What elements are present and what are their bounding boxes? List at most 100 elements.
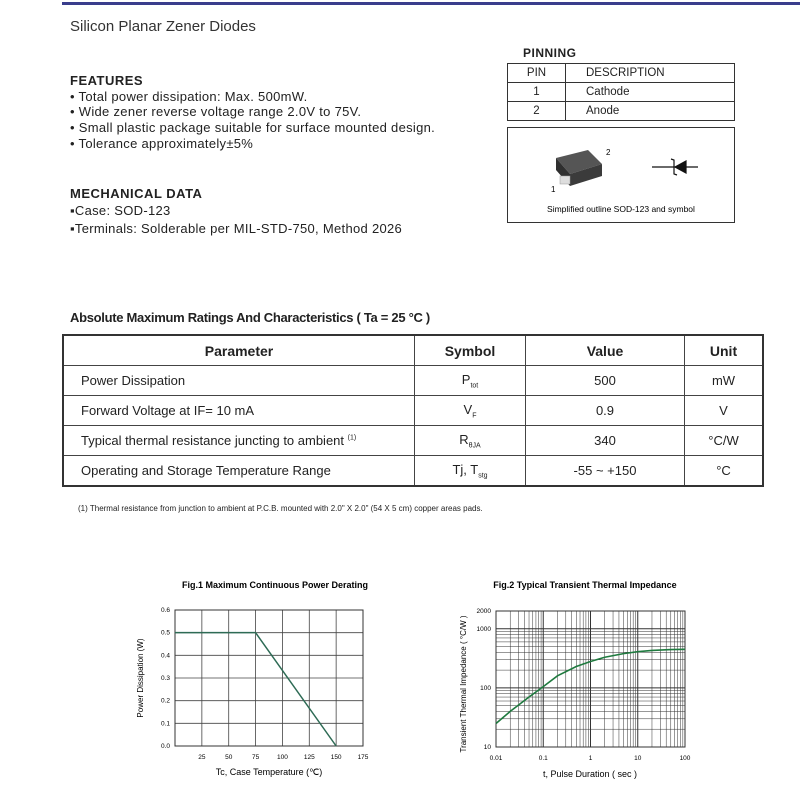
y-tick-label: 0.5	[161, 630, 170, 637]
x-tick-label: 25	[198, 754, 206, 761]
symbol-cell: VF	[414, 395, 526, 426]
doc-title: Silicon Planar Zener Diodes	[70, 18, 256, 35]
mechanical-item: ▪Terminals: Solderable per MIL-STD-750, …	[70, 221, 403, 236]
symbol-cell: Ptot	[414, 365, 526, 396]
value-cell: 500	[525, 365, 685, 396]
y-tick-label: 100	[480, 685, 491, 692]
data-line	[175, 631, 337, 747]
param-cell: Forward Voltage at IF= 10 mA	[62, 395, 415, 426]
pin-2-label: 2	[606, 148, 611, 157]
x-tick-label: 0.1	[539, 755, 548, 762]
header-cell: Unit	[684, 334, 764, 366]
footnote: (1) Thermal resistance from junction to …	[78, 504, 483, 513]
x-tick-label: 150	[331, 754, 342, 761]
param-cell: Operating and Storage Temperature Range	[62, 455, 415, 487]
x-tick-label: 125	[304, 754, 315, 761]
ratings-table: Parameter Symbol Value Unit Power Dissip…	[62, 334, 764, 487]
y-tick-label: 0.6	[161, 607, 170, 614]
header-cell: PIN	[507, 63, 566, 83]
symbol-cell: Tj, Tstg	[414, 455, 526, 487]
table-row: Operating and Storage Temperature Range T…	[62, 455, 764, 487]
pin-1-label: 1	[551, 185, 556, 194]
table-row: 2 Anode	[507, 101, 735, 121]
cell: 1	[507, 82, 566, 102]
header-rule	[62, 2, 800, 5]
unit-cell: °C	[684, 455, 764, 487]
y-tick-label: 10	[484, 744, 492, 751]
value-cell: -55 ~ +150	[525, 455, 685, 487]
plot-frame	[174, 609, 364, 747]
header-cell: Symbol	[414, 334, 526, 366]
mechanical-heading: MECHANICAL DATA	[70, 186, 203, 201]
x-tick-label: 100	[680, 755, 691, 762]
x-tick-label: 175	[358, 754, 369, 761]
x-tick-label: 100	[277, 754, 288, 761]
mechanical-item: ▪Case: SOD-123	[70, 203, 171, 218]
zener-symbol-icon	[652, 158, 698, 176]
features-heading: FEATURES	[70, 73, 144, 88]
symbol: R	[459, 431, 469, 447]
data-line	[495, 648, 686, 725]
header-cell: DESCRIPTION	[565, 63, 735, 83]
header-cell: Value	[525, 334, 685, 366]
value-cell: 340	[525, 425, 685, 456]
param-cell: Power Dissipation	[62, 365, 415, 396]
y-tick-label: 0.0	[161, 743, 170, 750]
sod123-package-image: 2 1 Simplified outline SOD-123 and symbo…	[547, 148, 698, 214]
chart-title: Fig.1 Maximum Continuous Power Derating	[182, 580, 368, 590]
unit-cell: mW	[684, 365, 764, 396]
symbol: P	[461, 371, 471, 387]
x-tick-label: 75	[252, 754, 260, 761]
symbol-sub: θJA	[468, 442, 481, 450]
symbol-sub: F	[472, 412, 477, 420]
table-row: Forward Voltage at IF= 10 mA VF 0.9 V	[62, 395, 764, 426]
unit-cell: V	[684, 395, 764, 426]
x-tick-label: 10	[634, 755, 642, 762]
y-axis-label: Power Dissipation (W)	[136, 638, 145, 717]
package-figure: 2 1 Simplified outline SOD-123 and symbo…	[507, 127, 735, 223]
charts-area: Fig.1 Maximum Continuous Power Derating 2…	[136, 580, 691, 779]
x-axis-label: Tc, Case Temperature (℃)	[216, 767, 322, 777]
value-cell: 0.9	[525, 395, 685, 426]
table-row: Power Dissipation Ptot 500 mW	[62, 365, 764, 396]
table-row: 1 Cathode	[507, 82, 735, 102]
unit-cell: °C/W	[684, 425, 764, 456]
header-cell: Parameter	[62, 334, 415, 366]
pinning-table: PIN DESCRIPTION 1 Cathode 2 Anode	[507, 63, 735, 121]
pinning-heading: PINNING	[523, 46, 577, 60]
symbol-sub: tot	[470, 382, 479, 390]
param-cell: Typical thermal resistance juncting to a…	[62, 425, 415, 456]
y-axis-label: Transient Thermal Impedance ( °C/W )	[459, 615, 468, 752]
y-tick-label: 2000	[477, 608, 492, 615]
param-text: Typical thermal resistance juncting to a…	[81, 433, 345, 448]
cell: Anode	[565, 101, 735, 121]
x-tick-label: 50	[225, 754, 233, 761]
symbol: Tj, T	[452, 461, 479, 477]
feature-item: • Wide zener reverse voltage range 2.0V …	[70, 104, 362, 119]
feature-item: • Small plastic package suitable for sur…	[70, 120, 436, 135]
table-row: Typical thermal resistance juncting to a…	[62, 425, 764, 456]
footnote-ref: (1)	[347, 434, 357, 442]
y-tick-label: 1000	[477, 626, 492, 633]
x-axis-label: t, Pulse Duration ( sec )	[543, 769, 637, 779]
cell: Cathode	[565, 82, 735, 102]
table-header-row: PIN DESCRIPTION	[507, 63, 735, 83]
y-tick-label: 0.3	[161, 675, 170, 682]
chart-title: Fig.2 Typical Transient Thermal Impedanc…	[493, 580, 676, 590]
feature-item: • Tolerance approximately±5%	[70, 136, 254, 151]
x-tick-label: 0.01	[490, 755, 503, 762]
plot-frame	[495, 610, 686, 748]
y-tick-label: 0.2	[161, 698, 170, 705]
symbol-cell: RθJA	[414, 425, 526, 456]
x-tick-label: 1	[589, 755, 593, 762]
table-header-row: Parameter Symbol Value Unit	[62, 334, 764, 366]
y-tick-label: 0.4	[161, 652, 170, 659]
y-tick-label: 0.1	[161, 720, 170, 727]
symbol: V	[463, 401, 473, 417]
ratings-heading: Absolute Maximum Ratings And Characteris…	[70, 310, 430, 325]
feature-item: • Total power dissipation: Max. 500mW.	[70, 89, 308, 104]
package-caption: Simplified outline SOD-123 and symbol	[547, 204, 695, 214]
cell: 2	[507, 101, 566, 121]
symbol-sub: stg	[478, 472, 488, 480]
